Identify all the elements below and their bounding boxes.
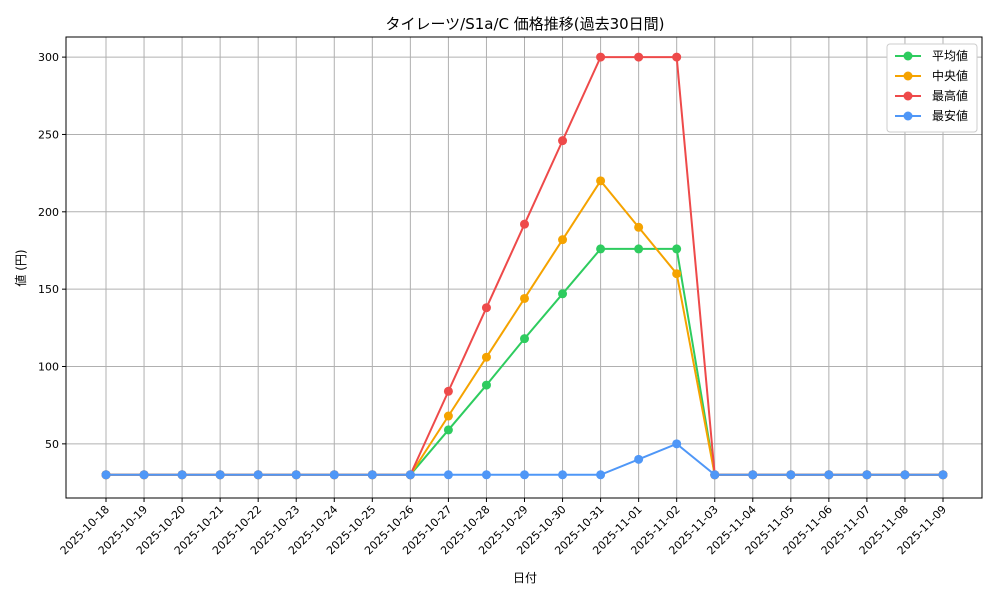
legend-item: 平均値 — [895, 48, 968, 63]
data-point — [520, 293, 529, 303]
legend-swatch-marker — [903, 51, 913, 61]
data-point — [672, 244, 682, 254]
data-point — [558, 136, 568, 146]
data-point — [672, 269, 682, 279]
data-point — [443, 386, 453, 396]
x-axis-label: 日付 — [513, 571, 537, 585]
legend-item: 最高値 — [895, 88, 968, 103]
y-tick-label: 150 — [38, 283, 59, 296]
legend-swatch-marker — [903, 91, 913, 101]
data-point — [748, 470, 758, 480]
data-point — [177, 470, 187, 480]
legend-item: 中央値 — [895, 68, 968, 83]
data-point — [101, 470, 111, 480]
data-point — [596, 244, 606, 254]
legend-swatch-marker — [903, 71, 913, 81]
data-point — [634, 454, 644, 464]
data-point — [634, 52, 644, 62]
data-point — [672, 52, 682, 62]
data-point — [367, 470, 377, 480]
data-point — [558, 235, 568, 245]
legend-swatch-marker — [903, 111, 913, 121]
legend-box — [886, 43, 978, 133]
data-point — [520, 470, 529, 480]
data-point — [405, 470, 415, 480]
legend-label: 平均値 — [932, 48, 968, 63]
data-point — [634, 222, 644, 232]
data-point — [215, 470, 225, 480]
data-point — [558, 289, 568, 299]
data-point — [596, 176, 606, 186]
y-tick-label: 50 — [45, 438, 59, 451]
data-point — [139, 470, 149, 480]
legend-item: 最安値 — [895, 108, 968, 123]
data-point — [596, 52, 606, 62]
plot-frame — [65, 36, 983, 499]
data-point — [596, 470, 606, 480]
data-point — [558, 470, 568, 480]
data-point — [481, 470, 491, 480]
data-point — [824, 470, 834, 480]
series-layer — [101, 52, 948, 480]
data-point — [481, 303, 491, 313]
y-tick-label: 250 — [38, 128, 59, 141]
data-point — [938, 470, 948, 480]
data-point — [786, 470, 796, 480]
data-point — [443, 470, 453, 480]
legend-label: 中央値 — [932, 68, 968, 83]
data-point — [634, 244, 644, 254]
data-point — [520, 334, 529, 344]
y-tick-label: 200 — [38, 206, 59, 219]
y-axis-label: 値 (円) — [13, 249, 28, 286]
grid — [66, 37, 982, 498]
data-point — [443, 425, 453, 435]
legend-label: 最安値 — [932, 108, 968, 123]
chart-title: タイレーツ/S1a/C 価格推移(過去30日間) — [385, 15, 664, 33]
y-tick-label: 100 — [38, 361, 59, 374]
data-point — [443, 411, 453, 421]
data-point — [862, 470, 872, 480]
data-point — [672, 439, 682, 449]
legend-label: 最高値 — [932, 88, 968, 103]
data-point — [481, 380, 491, 390]
y-tick-label: 300 — [38, 51, 59, 64]
data-point — [329, 470, 339, 480]
data-point — [520, 219, 529, 229]
data-point — [253, 470, 263, 480]
data-point — [900, 470, 910, 480]
data-point — [291, 470, 301, 480]
data-point — [710, 470, 720, 480]
data-point — [481, 352, 491, 362]
series-3 — [101, 439, 948, 480]
